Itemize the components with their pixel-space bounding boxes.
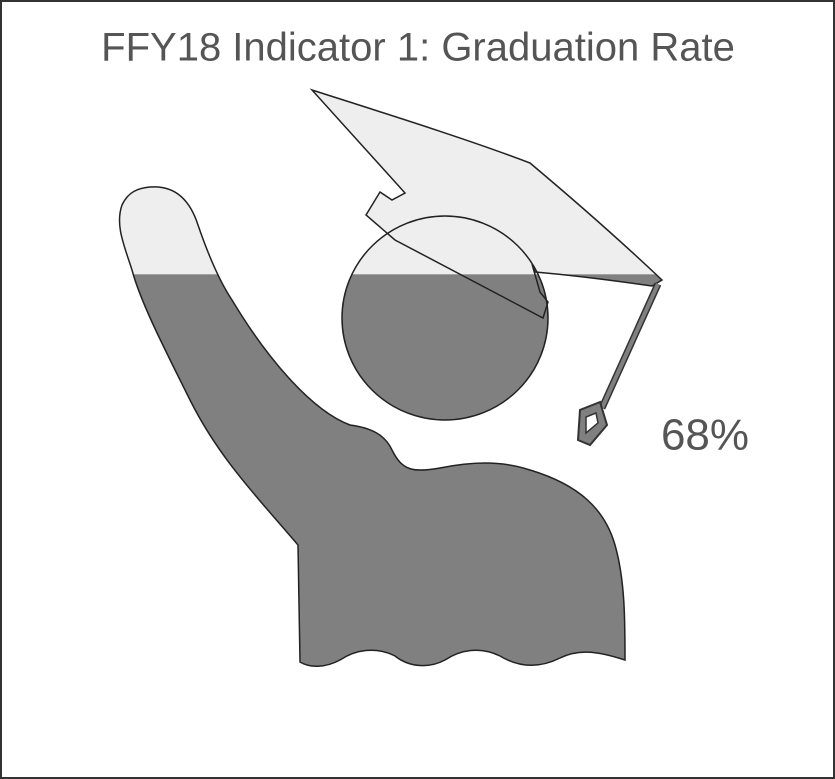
tassel-hole [585,411,599,435]
outline [341,215,549,421]
outline [118,186,626,667]
outline [309,88,664,320]
chart-title: FFY18 Indicator 1: Graduation Rate [101,26,735,70]
tassel-cord-inner [600,283,660,409]
value-label: 68% [661,411,749,460]
